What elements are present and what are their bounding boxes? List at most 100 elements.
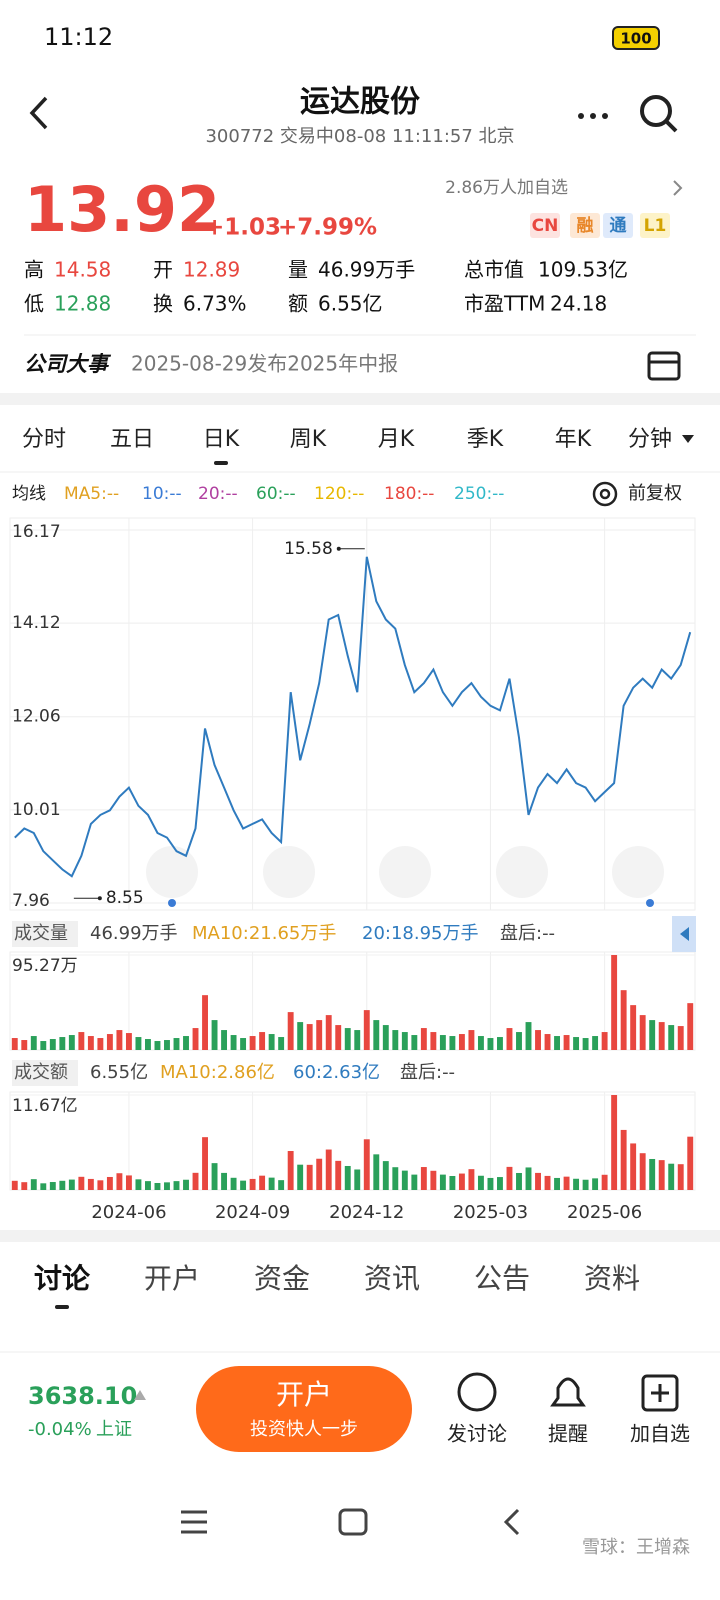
volume-bar: [468, 1030, 475, 1050]
stock-subtitle: 300772 交易中08-08 11:11:57 北京: [205, 126, 514, 147]
volume-bar: [306, 1164, 313, 1190]
volume-bar: [240, 1038, 247, 1050]
period-tab[interactable]: 周K: [290, 427, 327, 452]
stat-value: 12.89: [183, 258, 240, 282]
volume-bar: [458, 1173, 465, 1190]
volume-bar: [573, 1178, 580, 1190]
news-tab[interactable]: 资讯: [364, 1262, 420, 1295]
volume-bar: [49, 1182, 56, 1190]
nav-menu[interactable]: [181, 1510, 207, 1534]
news-tab[interactable]: 讨论: [34, 1262, 91, 1295]
volume-bar: [230, 1177, 237, 1190]
news-tab[interactable]: 公告: [474, 1262, 530, 1295]
volume-legend: 成交额: [14, 1062, 68, 1083]
event-label: 公司大事: [24, 352, 112, 376]
volume-legend: MA10:21.65万手: [192, 923, 336, 944]
pan-left[interactable]: [379, 846, 431, 898]
volume-bar: [278, 1180, 285, 1190]
badge: 通: [610, 216, 627, 236]
nav-back[interactable]: [503, 1508, 520, 1536]
y-tick-label: 7.96: [12, 891, 50, 911]
volume-bar: [506, 1028, 513, 1050]
search-button[interactable]: [640, 95, 678, 133]
period-tab[interactable]: 日K: [203, 427, 240, 452]
watchlist-icon[interactable]: [641, 1374, 679, 1412]
news-tab[interactable]: 资料: [584, 1262, 640, 1295]
period-tab[interactable]: 分时: [22, 427, 66, 452]
volume-bar: [449, 1175, 456, 1190]
volume-bar: [497, 1177, 503, 1190]
volume-bar: [78, 1176, 85, 1190]
event-text[interactable]: 2025-08-29发布2025年中报: [131, 352, 398, 376]
volume-bar: [78, 1032, 85, 1050]
volume-bar: [68, 1035, 75, 1050]
max-label: 15.58: [284, 539, 333, 559]
volume-bar: [21, 1040, 28, 1050]
period-tab[interactable]: 年K: [555, 427, 592, 452]
y-tick-label: 14.12: [12, 613, 61, 633]
volume-bar: [221, 1172, 228, 1190]
volume-bar: [125, 1175, 132, 1190]
volume-legend: 盘后:--: [500, 923, 555, 944]
adjust-mode[interactable]: 前复权: [628, 483, 682, 504]
calendar-button[interactable]: [647, 351, 681, 381]
dropdown-arrow: [682, 435, 694, 443]
volume-bar: [420, 1167, 427, 1190]
volume-bar: [516, 1172, 522, 1190]
settings-icon[interactable]: [592, 481, 618, 507]
volume-bar: [335, 1025, 342, 1050]
volume-bar: [287, 1151, 294, 1190]
volume-bar: [554, 1036, 560, 1050]
volume-bar: [259, 1032, 266, 1050]
volume-bar: [392, 1030, 399, 1050]
volume-bar: [411, 1174, 418, 1190]
nav-bar: [181, 1508, 520, 1536]
zoom-in[interactable]: [146, 846, 198, 898]
back-button[interactable]: [29, 96, 48, 130]
volume-bar: [325, 1149, 332, 1190]
badge: L1: [644, 216, 667, 236]
volume-bar: [658, 1160, 665, 1190]
period-tab[interactable]: 季K: [467, 427, 504, 452]
news-tab[interactable]: 开户: [144, 1262, 200, 1295]
volume-bar: [278, 1037, 285, 1050]
volume-legend: 6.55亿: [90, 1062, 148, 1083]
y-tick-label: 12.06: [12, 707, 61, 727]
watermark: 雪球：王增森: [582, 1537, 690, 1558]
stat-value: 14.58: [54, 258, 111, 282]
period-tab[interactable]: 月K: [378, 427, 415, 452]
volume-bar: [221, 1030, 228, 1050]
index-trend: [134, 1390, 146, 1400]
volume-bar: [59, 1037, 66, 1050]
discuss-icon[interactable]: [457, 1372, 497, 1412]
zoom-out[interactable]: [263, 846, 315, 898]
open-account-button[interactable]: [196, 1366, 412, 1452]
nav-home[interactable]: [338, 1508, 368, 1536]
period-tab[interactable]: 五日: [110, 427, 154, 452]
price-change: +1.03: [205, 215, 281, 241]
stat-label: 总市值: [464, 258, 524, 282]
y-tick-label: 10.01: [12, 800, 61, 820]
volume-bar: [649, 1158, 656, 1190]
fullscreen[interactable]: [612, 846, 664, 898]
alert-icon[interactable]: [550, 1377, 586, 1407]
volume-bar: [363, 1139, 370, 1190]
legend-tag-bg: [12, 1060, 78, 1086]
ma-item: 120:--: [314, 484, 364, 504]
volume-bar: [211, 1020, 218, 1050]
news-tab[interactable]: 资金: [254, 1262, 310, 1295]
more-button[interactable]: [578, 113, 608, 119]
chevron[interactable]: [673, 180, 683, 196]
footer-action[interactable]: 提醒: [548, 1422, 588, 1446]
footer-action[interactable]: 加自选: [630, 1422, 690, 1446]
volume-bar: [325, 1015, 332, 1050]
period-tab[interactable]: 分钟: [628, 427, 672, 452]
last-price: 13.92: [24, 173, 220, 246]
volume-bar: [601, 1032, 608, 1050]
volume-bar: [40, 1183, 47, 1190]
watchers[interactable]: 2.86万人加自选: [445, 178, 568, 198]
footer-action[interactable]: 发讨论: [447, 1422, 507, 1446]
badge-bg: [603, 213, 633, 238]
pan-right[interactable]: [496, 846, 548, 898]
